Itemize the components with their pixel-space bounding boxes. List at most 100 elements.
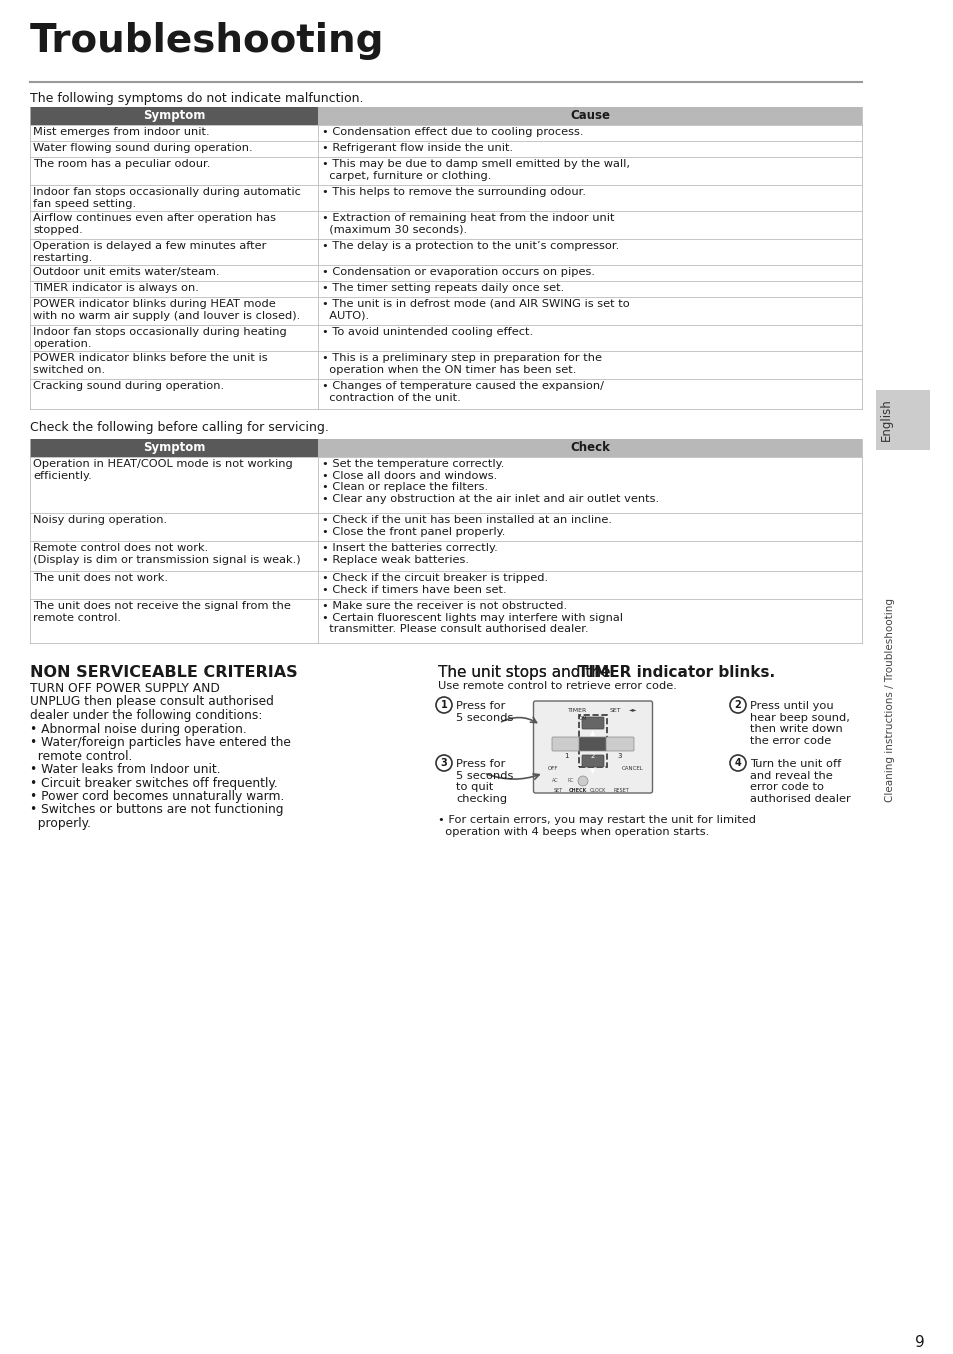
Text: properly.: properly. <box>30 816 91 830</box>
Bar <box>875 390 929 450</box>
Text: 2: 2 <box>734 700 740 709</box>
Text: CANCEL: CANCEL <box>621 765 643 770</box>
Text: • Water leaks from Indoor unit.: • Water leaks from Indoor unit. <box>30 764 220 776</box>
Circle shape <box>729 697 745 714</box>
Text: Check the following before calling for servicing.: Check the following before calling for s… <box>30 421 329 435</box>
Text: 4: 4 <box>734 758 740 768</box>
Text: TIMER indicator is always on.: TIMER indicator is always on. <box>33 283 198 292</box>
FancyBboxPatch shape <box>578 737 606 751</box>
Text: • Water/foreign particles have entered the: • Water/foreign particles have entered t… <box>30 737 291 749</box>
Text: POWER indicator blinks before the unit is
switched on.: POWER indicator blinks before the unit i… <box>33 353 268 375</box>
Text: 3: 3 <box>618 753 621 760</box>
Text: Press for
5 seconds: Press for 5 seconds <box>456 701 513 723</box>
Text: Press for
5 seconds
to quit
checking: Press for 5 seconds to quit checking <box>456 760 513 804</box>
Text: • Set the temperature correctly.
• Close all doors and windows.
• Clean or repla: • Set the temperature correctly. • Close… <box>322 459 659 504</box>
Bar <box>30 439 317 458</box>
Text: • Power cord becomes unnaturally warm.: • Power cord becomes unnaturally warm. <box>30 789 284 803</box>
Text: • The unit is in defrost mode (and AIR SWING is set to
  AUTO).: • The unit is in defrost mode (and AIR S… <box>322 299 629 321</box>
Text: AC: AC <box>551 779 558 784</box>
FancyBboxPatch shape <box>533 701 652 793</box>
Text: ON: ON <box>578 715 587 720</box>
Text: Operation is delayed a few minutes after
restarting.: Operation is delayed a few minutes after… <box>33 241 266 263</box>
Text: Operation in HEAT/COOL mode is not working
efficiently.: Operation in HEAT/COOL mode is not worki… <box>33 459 293 481</box>
FancyBboxPatch shape <box>581 756 603 766</box>
Bar <box>30 107 317 125</box>
Text: Mist emerges from indoor unit.: Mist emerges from indoor unit. <box>33 127 210 137</box>
Text: Symptom: Symptom <box>143 441 205 454</box>
Text: ▼: ▼ <box>590 768 595 774</box>
Text: Check: Check <box>570 441 609 454</box>
FancyBboxPatch shape <box>581 718 603 728</box>
Text: Troubleshooting: Troubleshooting <box>30 22 384 60</box>
Text: The unit stops and the: The unit stops and the <box>437 665 615 680</box>
Text: • Insert the batteries correctly.
• Replace weak batteries.: • Insert the batteries correctly. • Repl… <box>322 543 497 565</box>
Bar <box>317 107 862 125</box>
Text: OFF: OFF <box>547 765 558 770</box>
Text: Press until you
hear beep sound,
then write down
the error code: Press until you hear beep sound, then wr… <box>749 701 849 746</box>
Circle shape <box>436 756 452 770</box>
Text: CHECK: CHECK <box>568 788 586 792</box>
Text: RESET: RESET <box>613 788 628 792</box>
Text: • The delay is a protection to the unit’s compressor.: • The delay is a protection to the unit’… <box>322 241 618 250</box>
Text: 3: 3 <box>440 758 447 768</box>
Bar <box>317 439 862 458</box>
Text: Indoor fan stops occasionally during automatic
fan speed setting.: Indoor fan stops occasionally during aut… <box>33 187 300 209</box>
Text: Outdoor unit emits water/steam.: Outdoor unit emits water/steam. <box>33 267 219 278</box>
FancyBboxPatch shape <box>605 737 634 751</box>
Text: 9: 9 <box>914 1335 923 1350</box>
Text: TIMER indicator blinks.: TIMER indicator blinks. <box>578 665 775 680</box>
Circle shape <box>729 756 745 770</box>
Text: • Switches or buttons are not functioning: • Switches or buttons are not functionin… <box>30 803 283 816</box>
Text: Cracking sound during operation.: Cracking sound during operation. <box>33 380 224 391</box>
Text: • Make sure the receiver is not obstructed.
• Certain fluorescent lights may int: • Make sure the receiver is not obstruct… <box>322 601 622 634</box>
Text: • Check if the unit has been installed at an incline.
• Close the front panel pr: • Check if the unit has been installed a… <box>322 515 612 536</box>
Text: TIMER: TIMER <box>568 708 587 712</box>
Text: English: English <box>879 398 892 441</box>
Text: TURN OFF POWER SUPPLY AND: TURN OFF POWER SUPPLY AND <box>30 682 219 695</box>
Text: The unit does not work.: The unit does not work. <box>33 573 168 584</box>
Text: • Extraction of remaining heat from the indoor unit
  (maximum 30 seconds).: • Extraction of remaining heat from the … <box>322 213 614 234</box>
Text: • Circuit breaker switches off frequently.: • Circuit breaker switches off frequentl… <box>30 776 277 789</box>
Text: NON SERVICEABLE CRITERIAS: NON SERVICEABLE CRITERIAS <box>30 665 297 680</box>
Text: ◄►: ◄► <box>628 708 637 712</box>
Text: • To avoid unintended cooling effect.: • To avoid unintended cooling effect. <box>322 328 533 337</box>
Text: The unit does not receive the signal from the
remote control.: The unit does not receive the signal fro… <box>33 601 291 623</box>
Circle shape <box>578 776 587 787</box>
Text: Indoor fan stops occasionally during heating
operation.: Indoor fan stops occasionally during hea… <box>33 328 287 348</box>
Text: The room has a peculiar odour.: The room has a peculiar odour. <box>33 158 211 169</box>
FancyBboxPatch shape <box>552 737 579 751</box>
Text: • Check if the circuit breaker is tripped.
• Check if timers have been set.: • Check if the circuit breaker is trippe… <box>322 573 548 594</box>
Text: RC: RC <box>567 779 574 784</box>
Text: SET: SET <box>609 708 620 712</box>
Text: Symptom: Symptom <box>143 110 205 122</box>
Text: • Refrigerant flow inside the unit.: • Refrigerant flow inside the unit. <box>322 144 513 153</box>
Text: SET: SET <box>553 788 562 792</box>
Text: Cleaning instructions / Troubleshooting: Cleaning instructions / Troubleshooting <box>884 598 894 802</box>
Text: • This is a preliminary step in preparation for the
  operation when the ON time: • This is a preliminary step in preparat… <box>322 353 601 375</box>
Text: Airflow continues even after operation has
stopped.: Airflow continues even after operation h… <box>33 213 275 234</box>
Text: POWER indicator blinks during HEAT mode
with no warm air supply (and louver is c: POWER indicator blinks during HEAT mode … <box>33 299 300 321</box>
Text: • Condensation effect due to cooling process.: • Condensation effect due to cooling pro… <box>322 127 583 137</box>
Text: Noisy during operation.: Noisy during operation. <box>33 515 167 525</box>
Text: Use remote control to retrieve error code.: Use remote control to retrieve error cod… <box>437 681 677 691</box>
Text: • Abnormal noise during operation.: • Abnormal noise during operation. <box>30 723 247 735</box>
Text: • The timer setting repeats daily once set.: • The timer setting repeats daily once s… <box>322 283 563 292</box>
Text: ▲: ▲ <box>590 730 595 737</box>
Text: 1: 1 <box>440 700 447 709</box>
Text: Remote control does not work.
(Display is dim or transmission signal is weak.): Remote control does not work. (Display i… <box>33 543 300 565</box>
Text: • For certain errors, you may restart the unit for limited
  operation with 4 be: • For certain errors, you may restart th… <box>437 815 755 837</box>
Text: CLOCK: CLOCK <box>589 788 605 792</box>
Text: Cause: Cause <box>569 110 609 122</box>
Text: Turn the unit off
and reveal the
error code to
authorised dealer: Turn the unit off and reveal the error c… <box>749 760 850 804</box>
Bar <box>578 715 606 766</box>
Text: The following symptoms do not indicate malfunction.: The following symptoms do not indicate m… <box>30 92 363 106</box>
Text: dealer under the following conditions:: dealer under the following conditions: <box>30 709 262 722</box>
Text: • This helps to remove the surrounding odour.: • This helps to remove the surrounding o… <box>322 187 585 196</box>
Text: The unit stops and the: The unit stops and the <box>437 665 615 680</box>
Text: • Changes of temperature caused the expansion/
  contraction of the unit.: • Changes of temperature caused the expa… <box>322 380 603 402</box>
Circle shape <box>436 697 452 714</box>
Text: UNPLUG then please consult authorised: UNPLUG then please consult authorised <box>30 696 274 708</box>
Text: • Condensation or evaporation occurs on pipes.: • Condensation or evaporation occurs on … <box>322 267 595 278</box>
Text: remote control.: remote control. <box>30 750 132 762</box>
Text: 1: 1 <box>563 753 568 760</box>
